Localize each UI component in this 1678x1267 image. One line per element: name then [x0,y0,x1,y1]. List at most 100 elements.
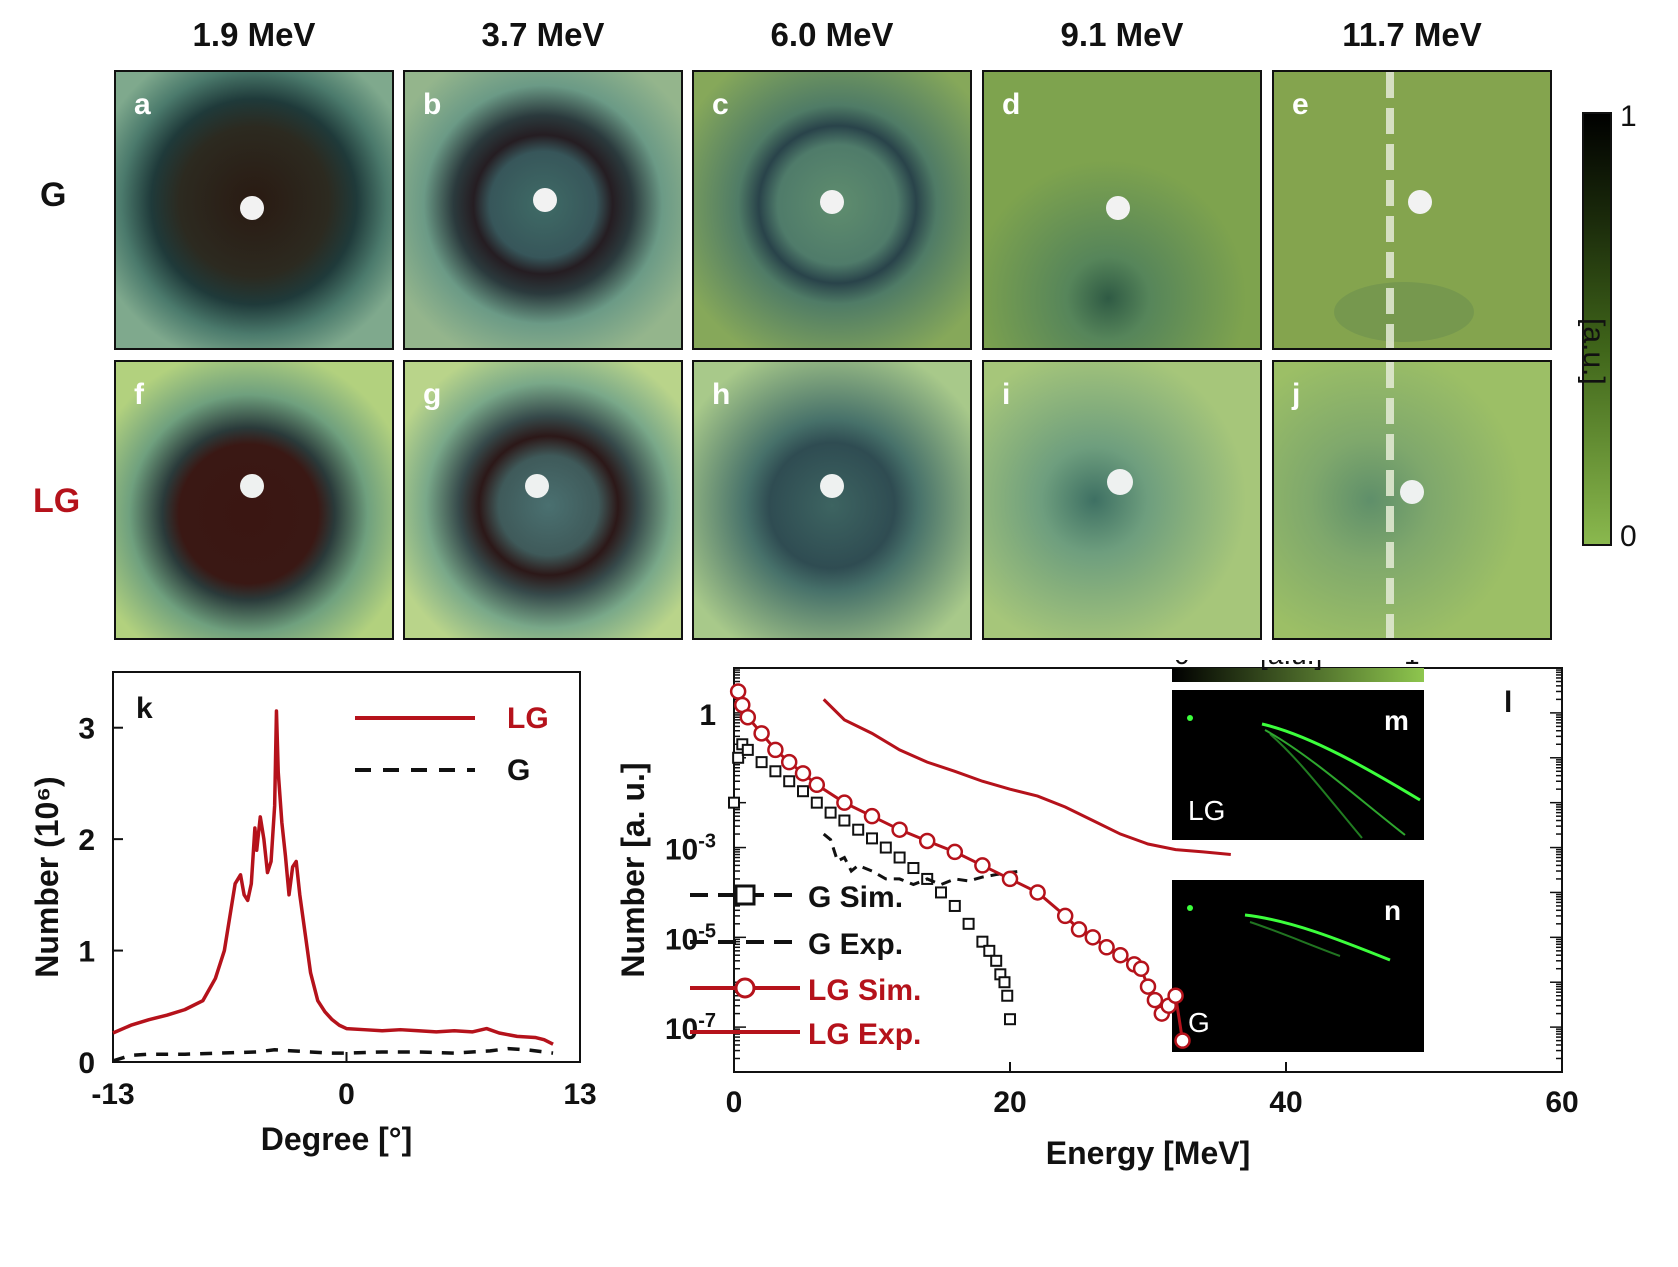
marker-lgsim [946,843,964,861]
legend-label-lgsim: LG Sim. [808,974,921,1007]
marker-lgsim [753,725,770,742]
marker-lgsim [780,753,798,771]
row-label-g: G [40,176,67,214]
rcf-panel-lg-5: j [1272,360,1552,640]
marker-lgsim [1001,870,1019,888]
marker-gsim [935,886,947,899]
marker-gsim [728,796,740,809]
x-tick-label: -13 [91,1078,134,1111]
marker-gsim [866,832,878,845]
rcf-image [405,72,681,348]
marker-gsim [824,806,837,819]
colorbar-min-label: 0 [1620,520,1637,553]
panel-label: k [136,692,153,725]
inset-track [1244,913,1391,962]
rcf-panel-lg-3: h [692,360,972,640]
inset-colorbar-min: 0 [1174,660,1190,670]
y-tick-label: 0 [78,1047,95,1080]
y-tick-label: 3 [78,713,95,746]
series-lgsim [736,691,1184,1041]
rcf-panel-g-5: e [1272,70,1552,350]
x-tick-label: 20 [993,1086,1026,1119]
marker-gsim [741,743,754,756]
rcf-image [405,362,681,638]
legend-marker-gsim [734,884,756,906]
inset-track [1269,733,1363,839]
panel-label: l [1504,686,1512,719]
rcf-panel-g-3: c [692,70,972,350]
x-axis-label: Degree [°] [261,1121,413,1157]
legend-label-gsim: G Sim. [808,881,903,914]
x-tick-label: 0 [338,1078,355,1111]
rcf-image [1274,72,1550,348]
legend-label-lg: LG [507,702,549,735]
rcf-panel-lg-4: i [982,360,1262,640]
colorbar-max-label: 1 [1620,100,1637,133]
marker-lgsim [729,683,747,700]
marker-lgsim [974,857,991,874]
marker-gsim [998,976,1011,989]
marker-lgsim [794,765,812,782]
series-lg [112,709,554,1046]
inset-panel-label: m [1384,705,1409,736]
marker-gsim [1004,1013,1016,1026]
marker-gsim [732,751,745,764]
inset-colorbar-unit: [a.u.] [1260,660,1322,670]
marker-lgsim [918,832,936,850]
chart-l: m LG n G 0 [a.u.] 1 0 20 40 60 1 10-3 10-5 10-7 Energy … [615,660,1579,1171]
marker-lgsim [1070,921,1088,938]
rcf-image [1274,362,1550,638]
panel-label: g [423,378,442,411]
rcf-panel-g-4: d [982,70,1262,350]
legend-label-lgexp: LG Exp. [808,1018,921,1051]
y-tick-label: 2 [78,824,95,857]
marker-gsim [907,862,920,875]
x-tick-label: 13 [563,1078,596,1111]
panel-label: b [423,88,442,121]
marker-gsim [962,917,975,930]
series-lgexp [822,698,1231,857]
panel-label: i [1002,378,1011,411]
marker-lgsim [836,794,853,811]
inset-track [1249,921,1341,957]
legend-label-g: G [507,754,530,787]
panel-label: c [712,88,729,121]
rcf-image [694,362,970,638]
rcf-panel-lg-1: f [114,360,394,640]
marker-gsim [976,935,989,948]
marker-lgsim [1139,978,1157,995]
y-tick-label: 10-5 [665,920,716,956]
marker-lgsim [808,776,826,794]
marker-gsim [769,765,782,778]
panel-label: j [1292,378,1301,411]
marker-gsim [755,756,768,769]
marker-lgsim [1112,946,1129,964]
marker-lgsim [1167,987,1184,1004]
energy-label: 6.0 MeV [770,16,894,53]
inset-image [1172,880,1424,1052]
marker-lgsim [739,708,757,726]
inset-colorbar-max: 1 [1404,660,1420,670]
x-tick-label: 40 [1269,1086,1302,1119]
marker-gsim [852,823,865,836]
inset-panel-label: n [1384,895,1401,926]
colorbar-unit-label: [a.u.] [1577,318,1610,385]
energy-label: 11.7 MeV [1342,16,1482,53]
x-tick-label: 0 [726,1086,743,1119]
marker-gsim [983,944,996,957]
marker-lgsim [1084,929,1102,946]
panel-label: e [1292,88,1309,121]
marker-lgsim [1174,1032,1191,1049]
inset-beam-label: LG [1188,795,1225,826]
plot-frame [733,667,1563,1073]
marker-lgsim [1029,884,1046,901]
inset-image [1172,690,1424,840]
marker-lgsim [1132,960,1150,977]
legend-label-gexp: G Exp. [808,928,903,961]
y-axis-label: Number [a. u.] [615,762,651,977]
marker-gsim [948,899,961,912]
rcf-image [694,72,970,348]
y-tick-label: 10-3 [665,831,716,867]
